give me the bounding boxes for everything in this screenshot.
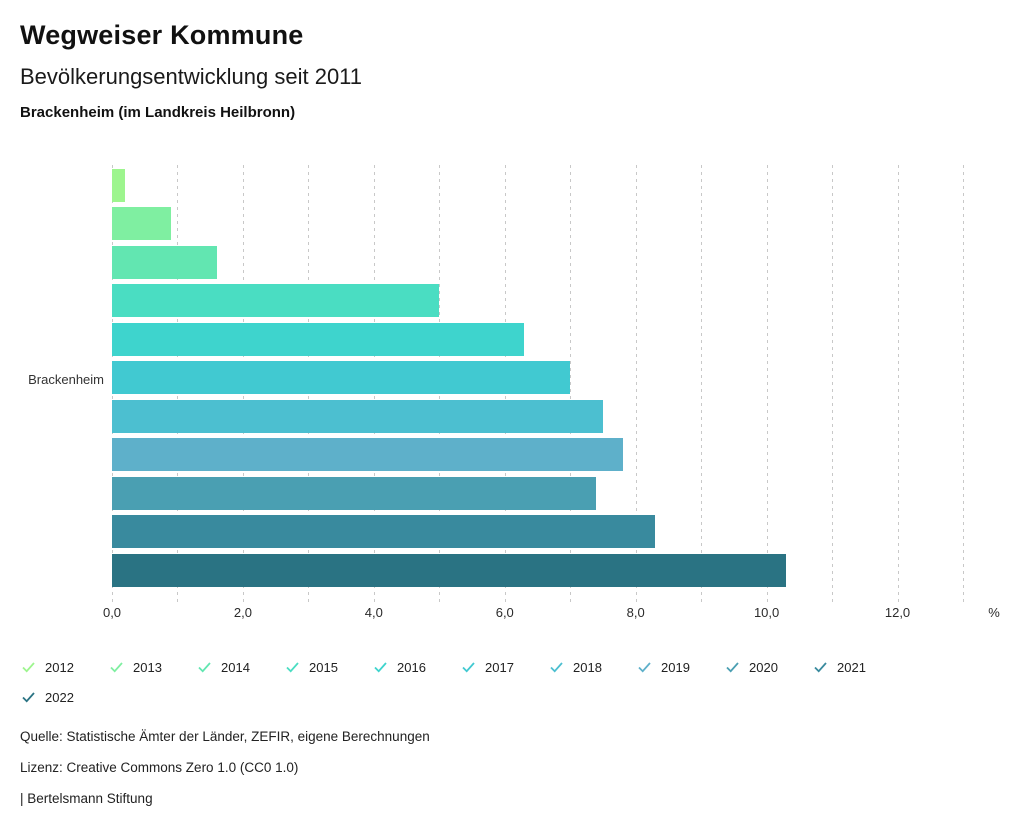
gridline [832, 165, 834, 602]
bar-2020[interactable] [112, 476, 597, 510]
legend-year-label: 2016 [397, 659, 426, 675]
check-icon [22, 661, 35, 673]
legend-item-2017[interactable]: 2017 [462, 659, 514, 675]
x-tick-label: 10,0 [753, 605, 780, 620]
bar-2019[interactable] [112, 438, 623, 472]
license-text: Lizenz: Creative Commons Zero 1.0 (CC0 1… [20, 760, 299, 775]
bar-2014[interactable] [112, 245, 217, 279]
legend-item-2013[interactable]: 2013 [110, 659, 162, 675]
source-text: Quelle: Statistische Ämter der Länder, Z… [20, 729, 430, 744]
check-icon [22, 691, 35, 703]
legend-year-label: 2014 [221, 659, 250, 675]
check-icon [638, 661, 651, 673]
bar-2017[interactable] [112, 361, 571, 395]
x-tick-label: 8,0 [626, 605, 645, 620]
legend-item-2016[interactable]: 2016 [374, 659, 426, 675]
check-icon [550, 661, 563, 673]
legend-year-label: 2021 [837, 659, 866, 675]
check-icon [374, 661, 387, 673]
legend-year-label: 2018 [573, 659, 602, 675]
check-icon [110, 661, 123, 673]
legend-item-2014[interactable]: 2014 [198, 659, 250, 675]
legend-year-label: 2012 [45, 659, 74, 675]
check-icon [462, 661, 475, 673]
gridline [570, 165, 572, 602]
plot-area [112, 165, 964, 602]
x-tick-label: 6,0 [495, 605, 514, 620]
legend-item-2015[interactable]: 2015 [286, 659, 338, 675]
gridline [635, 165, 637, 602]
legend-item-2019[interactable]: 2019 [638, 659, 690, 675]
check-icon [814, 661, 827, 673]
gridline [962, 165, 964, 602]
x-tick-label: 4,0 [364, 605, 383, 620]
gridline [897, 165, 899, 602]
x-tick-label: 12,0 [884, 605, 911, 620]
legend-year-label: 2013 [133, 659, 162, 675]
x-axis-unit-label: % [988, 605, 1000, 620]
bar-2013[interactable] [112, 207, 171, 241]
region-subtitle: Brackenheim (im Landkreis Heilbronn) [20, 104, 296, 121]
legend-year-label: 2015 [309, 659, 338, 675]
legend-year-label: 2022 [45, 689, 74, 705]
check-icon [726, 661, 739, 673]
legend-item-2020[interactable]: 2020 [726, 659, 778, 675]
y-axis-category-label: Brackenheim [28, 372, 104, 387]
chart-title: Bevölkerungsentwicklung seit 2011 [20, 64, 363, 89]
attribution-text: | Bertelsmann Stiftung [20, 791, 153, 806]
page-title: Wegweiser Kommune [20, 20, 304, 50]
legend-year-label: 2020 [749, 659, 778, 675]
gridline [766, 165, 768, 602]
legend-item-2022[interactable]: 2022 [22, 689, 74, 705]
gridline [701, 165, 703, 602]
check-icon [198, 661, 211, 673]
bar-2015[interactable] [112, 284, 440, 318]
bar-2018[interactable] [112, 399, 603, 433]
check-icon [286, 661, 299, 673]
bar-2022[interactable] [112, 553, 787, 587]
legend-item-2012[interactable]: 2012 [22, 659, 74, 675]
legend-year-label: 2019 [661, 659, 690, 675]
bar-2012[interactable] [112, 169, 126, 202]
bar-2016[interactable] [112, 322, 525, 356]
legend-item-2021[interactable]: 2021 [814, 659, 866, 675]
x-tick-label: 2,0 [233, 605, 252, 620]
bar-2021[interactable] [112, 515, 656, 549]
legend-item-2018[interactable]: 2018 [550, 659, 602, 675]
x-tick-label: 0,0 [102, 605, 122, 620]
legend-year-label: 2017 [485, 659, 514, 675]
